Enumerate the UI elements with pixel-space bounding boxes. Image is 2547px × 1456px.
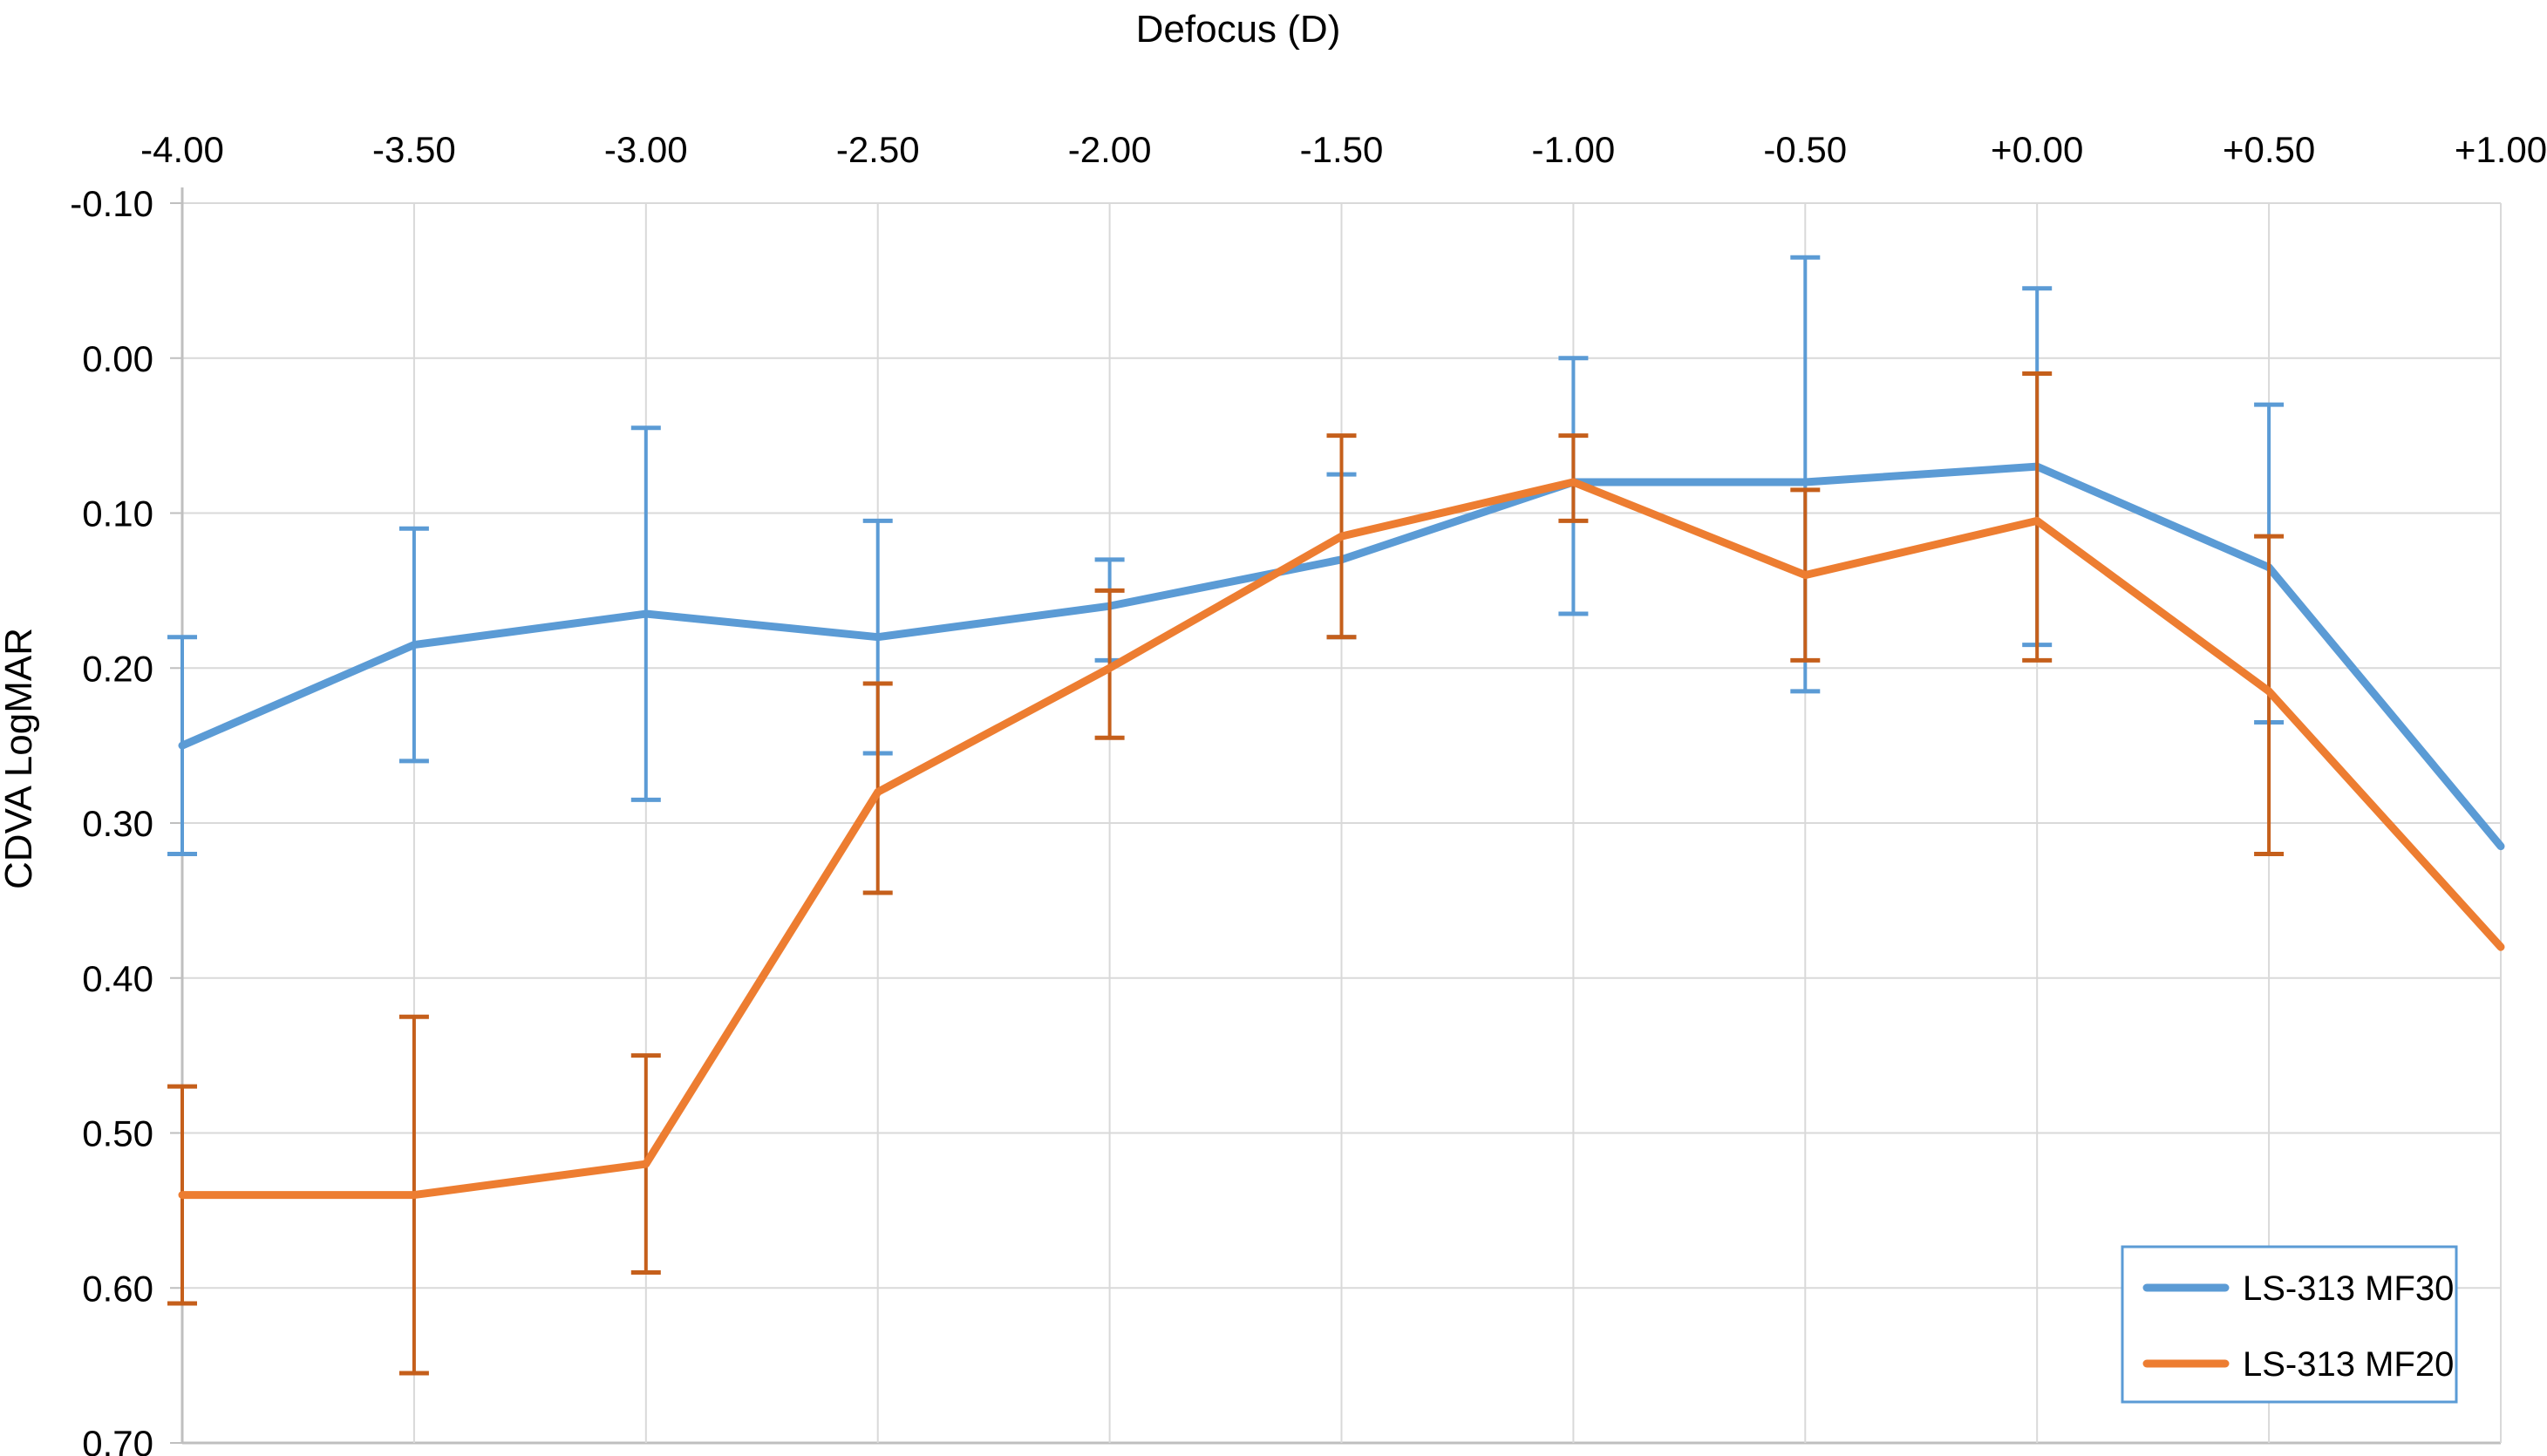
x-tick-label: -2.50 xyxy=(836,129,920,170)
x-tick-label: -0.50 xyxy=(1763,129,1847,170)
x-tick-label: -2.00 xyxy=(1068,129,1152,170)
y-tick-label: 0.20 xyxy=(82,648,153,689)
legend-item-mf30: LS-313 MF30 xyxy=(2142,1269,2454,1308)
x-tick-label: -1.50 xyxy=(1300,129,1384,170)
y-tick-label: 0.50 xyxy=(82,1113,153,1154)
y-tick-label: 0.70 xyxy=(82,1423,153,1456)
legend-item-mf20: LS-313 MF20 xyxy=(2142,1345,2454,1384)
legend-label-mf20: LS-313 MF20 xyxy=(2243,1345,2454,1384)
y-axis-title: CDVA LogMAR xyxy=(0,628,40,889)
y-tick-label: 0.00 xyxy=(82,338,153,379)
tick-labels: -4.00 -3.50 -3.00 -2.50 -2.00 -1.50 -1.00 -0.50… xyxy=(70,129,2547,1456)
y-tick-label: 0.10 xyxy=(82,493,153,534)
y-tick-label: 0.30 xyxy=(82,803,153,844)
plot-area: -4.00 -3.50 -3.00 -2.50 -2.00 -1.50 -1.00 -0.50… xyxy=(70,129,2547,1456)
x-tick-label: -4.00 xyxy=(140,129,224,170)
chart-title: Defocus (D) xyxy=(1136,8,1341,51)
y-tick-label: 0.60 xyxy=(82,1268,153,1309)
y-tick-label: 0.40 xyxy=(82,958,153,999)
x-tick-label: +1.00 xyxy=(2455,129,2547,170)
x-tick-label: -3.50 xyxy=(372,129,456,170)
x-tick-label: -1.00 xyxy=(1532,129,1616,170)
legend-box xyxy=(2121,1245,2458,1404)
error-bars-mf20 xyxy=(167,371,2285,1376)
x-tick-label: +0.00 xyxy=(1991,129,2083,170)
y-tick-label: -0.10 xyxy=(70,183,153,224)
series-line-mf20 xyxy=(178,478,2505,1200)
x-tick-label: -3.00 xyxy=(604,129,688,170)
legend-label-mf30: LS-313 MF30 xyxy=(2243,1269,2454,1308)
legend: LS-313 MF30 LS-313 MF20 xyxy=(2121,1245,2458,1404)
x-tick-label: +0.50 xyxy=(2223,129,2315,170)
error-bars-mf30 xyxy=(167,255,2285,857)
